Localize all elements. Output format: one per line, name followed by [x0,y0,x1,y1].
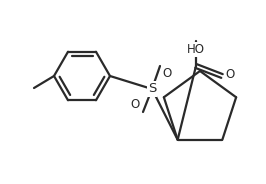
Text: O: O [162,67,171,80]
Text: HO: HO [187,43,205,56]
Text: O: O [225,68,234,82]
Text: O: O [131,98,140,111]
Text: S: S [148,82,156,95]
